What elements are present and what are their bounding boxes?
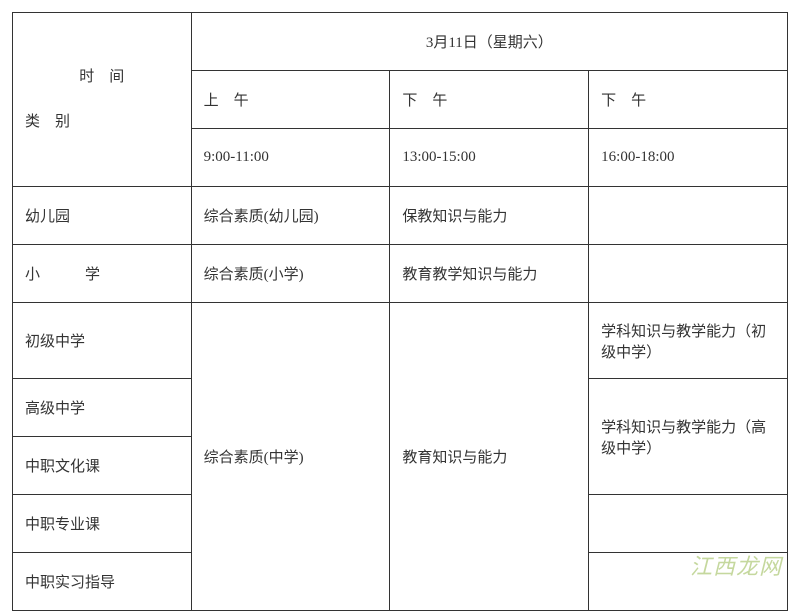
row-label-primary: 小 学 [13, 245, 192, 303]
cell [589, 553, 788, 611]
period-afternoon-1: 下 午 [390, 71, 589, 129]
period-afternoon-2: 下 午 [589, 71, 788, 129]
table-row: 初级中学 综合素质(中学) 教育知识与能力 学科知识与教学能力（初级中学） [13, 303, 788, 379]
row-label-senior: 高级中学 [13, 379, 192, 437]
cell-merged-c1: 综合素质(中学) [191, 303, 390, 611]
schedule-table: 时 间 类 别 3月11日（星期六） 上 午 下 午 下 午 9:00-11:0… [12, 12, 788, 611]
cell: 综合素质(小学) [191, 245, 390, 303]
header-category-time: 时 间 类 别 [13, 13, 192, 187]
row-label-kindergarten: 幼儿园 [13, 187, 192, 245]
cell: 学科知识与教学能力（初级中学） [589, 303, 788, 379]
cell: 教育教学知识与能力 [390, 245, 589, 303]
row-label-voc-major: 中职专业课 [13, 495, 192, 553]
table-row: 幼儿园 综合素质(幼儿园) 保教知识与能力 [13, 187, 788, 245]
cell [589, 187, 788, 245]
table-row: 小 学 综合素质(小学) 教育教学知识与能力 [13, 245, 788, 303]
cell-merged-c3-senior: 学科知识与教学能力（高级中学） [589, 379, 788, 495]
cell [589, 245, 788, 303]
cell [589, 495, 788, 553]
row-label-junior: 初级中学 [13, 303, 192, 379]
row-label-voc-intern: 中职实习指导 [13, 553, 192, 611]
cell-merged-c2: 教育知识与能力 [390, 303, 589, 611]
date-title: 3月11日（星期六） [191, 13, 787, 71]
slot-2: 13:00-15:00 [390, 129, 589, 187]
slot-1: 9:00-11:00 [191, 129, 390, 187]
row-label-voc-culture: 中职文化课 [13, 437, 192, 495]
cell: 保教知识与能力 [390, 187, 589, 245]
table-row: 时 间 类 别 3月11日（星期六） [13, 13, 788, 71]
cell: 综合素质(幼儿园) [191, 187, 390, 245]
slot-3: 16:00-18:00 [589, 129, 788, 187]
time-label: 时 间 [25, 64, 179, 91]
period-morning: 上 午 [191, 71, 390, 129]
category-label: 类 别 [25, 109, 179, 136]
